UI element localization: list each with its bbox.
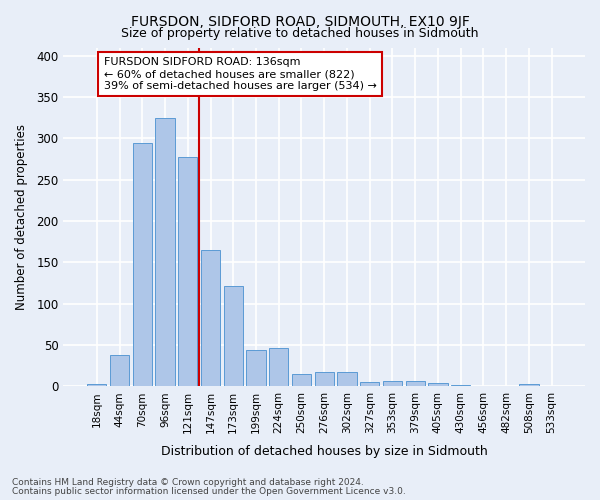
- Bar: [337, 372, 356, 386]
- Bar: [201, 250, 220, 386]
- Bar: [247, 350, 266, 387]
- Bar: [269, 348, 289, 387]
- Bar: [428, 383, 448, 386]
- Bar: [133, 142, 152, 386]
- Bar: [519, 384, 539, 386]
- Text: FURSDON, SIDFORD ROAD, SIDMOUTH, EX10 9JF: FURSDON, SIDFORD ROAD, SIDMOUTH, EX10 9J…: [131, 15, 469, 29]
- Bar: [155, 118, 175, 386]
- Bar: [406, 382, 425, 386]
- Bar: [110, 355, 129, 386]
- Bar: [292, 374, 311, 386]
- Bar: [87, 384, 106, 386]
- Y-axis label: Number of detached properties: Number of detached properties: [15, 124, 28, 310]
- Bar: [360, 382, 379, 386]
- Text: Contains public sector information licensed under the Open Government Licence v3: Contains public sector information licen…: [12, 487, 406, 496]
- Bar: [224, 286, 243, 386]
- Bar: [178, 156, 197, 386]
- Text: Contains HM Land Registry data © Crown copyright and database right 2024.: Contains HM Land Registry data © Crown c…: [12, 478, 364, 487]
- Bar: [314, 372, 334, 386]
- Bar: [451, 384, 470, 386]
- X-axis label: Distribution of detached houses by size in Sidmouth: Distribution of detached houses by size …: [161, 444, 488, 458]
- Text: FURSDON SIDFORD ROAD: 136sqm
← 60% of detached houses are smaller (822)
39% of s: FURSDON SIDFORD ROAD: 136sqm ← 60% of de…: [104, 58, 377, 90]
- Text: Size of property relative to detached houses in Sidmouth: Size of property relative to detached ho…: [121, 28, 479, 40]
- Bar: [383, 382, 402, 386]
